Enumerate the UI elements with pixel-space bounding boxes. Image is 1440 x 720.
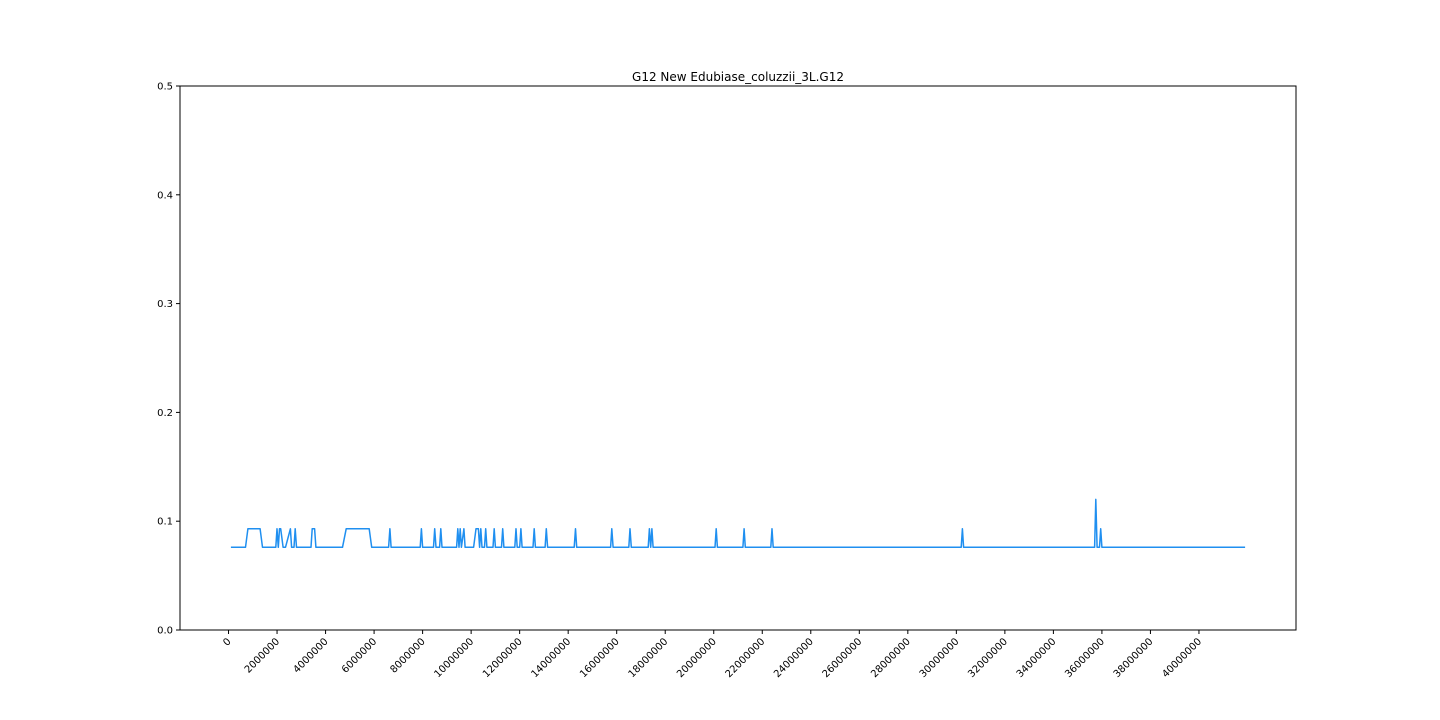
plot-frame — [179, 85, 1297, 631]
chart-title: G12 New Edubiase_coluzzii_3L.G12 — [632, 70, 844, 84]
x-tick-label: 40000000 — [1160, 636, 1204, 680]
x-tick-label: 16000000 — [578, 636, 622, 680]
y-tick-label: 0.0 — [157, 626, 173, 637]
x-tick-label: 4000000 — [291, 636, 330, 675]
x-tick-label: 22000000 — [724, 636, 768, 680]
y-axis: 0.0 0.1 0.2 0.3 0.4 0.5 — [157, 82, 180, 637]
x-tick-label: 26000000 — [821, 636, 865, 680]
x-tick-label: 30000000 — [918, 636, 962, 680]
x-tick-label: 34000000 — [1015, 636, 1059, 680]
plot-area — [230, 498, 1246, 549]
y-tick-label: 0.2 — [157, 408, 173, 419]
x-axis: 0 2000000 4000000 6000000 8000000 10000000 120… — [221, 630, 1204, 680]
x-tick-label: 32000000 — [966, 636, 1010, 680]
y-tick-label: 0.4 — [157, 190, 173, 201]
series-line-0 — [230, 498, 1246, 549]
y-tick-label: 0.1 — [157, 517, 173, 528]
x-tick-label: 38000000 — [1112, 636, 1156, 680]
y-tick-label: 0.3 — [157, 299, 173, 310]
x-tick-label: 12000000 — [481, 636, 525, 680]
x-tick-label: 20000000 — [675, 636, 719, 680]
x-tick-label: 6000000 — [340, 636, 379, 675]
x-tick-label: 8000000 — [388, 636, 427, 675]
x-tick-label: 36000000 — [1063, 636, 1107, 680]
x-tick-label: 2000000 — [243, 636, 282, 675]
x-tick-label: 10000000 — [432, 636, 476, 680]
x-tick-label: 0 — [221, 636, 233, 648]
y-tick-label: 0.5 — [157, 82, 173, 93]
x-tick-label: 24000000 — [772, 636, 816, 680]
x-tick-label: 28000000 — [869, 636, 913, 680]
x-tick-label: 18000000 — [627, 636, 671, 680]
x-tick-label: 14000000 — [530, 636, 574, 680]
